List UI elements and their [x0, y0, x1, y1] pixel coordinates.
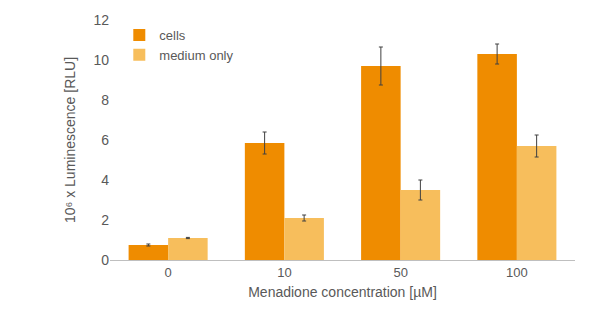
svg-text:Menadione concentration [µM]: Menadione concentration [µM] — [248, 284, 437, 300]
svg-text:10⁶ x Luminescence [RLU]: 10⁶ x Luminescence [RLU] — [62, 57, 78, 223]
svg-text:10: 10 — [93, 52, 109, 68]
svg-text:0: 0 — [165, 265, 172, 280]
svg-text:100: 100 — [506, 265, 528, 280]
svg-text:4: 4 — [101, 172, 109, 188]
svg-text:50: 50 — [393, 265, 407, 280]
svg-text:8: 8 — [101, 92, 109, 108]
svg-text:6: 6 — [101, 132, 109, 148]
svg-text:2: 2 — [101, 212, 109, 228]
svg-text:medium only: medium only — [159, 48, 233, 63]
svg-text:12: 12 — [93, 12, 109, 28]
svg-text:10: 10 — [277, 265, 291, 280]
svg-text:0: 0 — [101, 252, 109, 268]
svg-text:cells: cells — [159, 28, 186, 43]
